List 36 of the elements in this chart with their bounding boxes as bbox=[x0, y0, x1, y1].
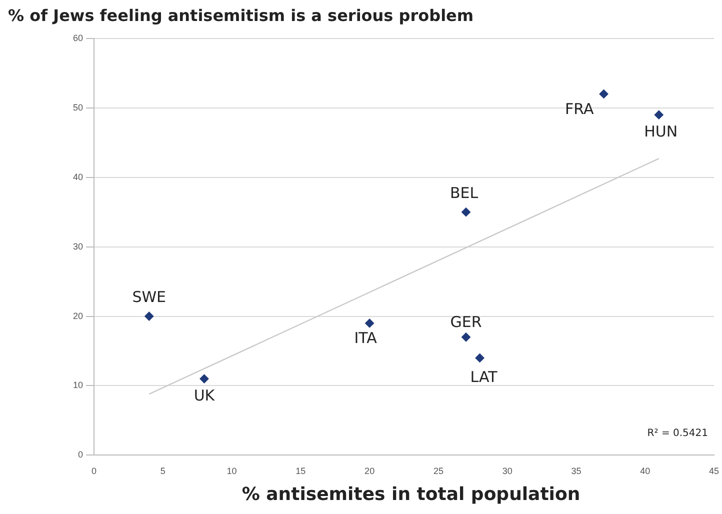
y-tick-label: 30 bbox=[72, 241, 84, 252]
annotation: UK bbox=[194, 386, 216, 405]
x-tick-label: 5 bbox=[160, 466, 166, 476]
y-tick-label: 0 bbox=[78, 450, 84, 460]
annotation: R² = 0.5421 bbox=[647, 428, 708, 439]
x-tick-label: 20 bbox=[364, 466, 375, 476]
annotation: BEL bbox=[450, 184, 479, 202]
y-tick-label: 60 bbox=[72, 32, 84, 43]
x-tick-label: 0 bbox=[92, 466, 97, 476]
y-tick-label: 10 bbox=[72, 380, 84, 390]
point bbox=[200, 374, 209, 384]
annotation: HUN bbox=[644, 122, 678, 141]
y-tick-label: 40 bbox=[72, 172, 84, 182]
x-tick-label: 10 bbox=[226, 466, 237, 476]
x-tick-label: 35 bbox=[571, 466, 582, 476]
y-tick-label: 50 bbox=[72, 102, 84, 112]
x-tick-label: 45 bbox=[708, 466, 719, 476]
x-tick-label: 15 bbox=[296, 466, 306, 476]
point bbox=[365, 318, 374, 328]
y-tick-label: 20 bbox=[72, 310, 84, 321]
point bbox=[144, 312, 154, 321]
point bbox=[599, 89, 608, 98]
annotation: ITA bbox=[354, 329, 378, 348]
x-axis-title: % antisemites in total population bbox=[240, 484, 582, 505]
x-tick-label: 40 bbox=[640, 466, 650, 476]
chart-title: % of Jews feeling antisemitism is a serious problem bbox=[8, 6, 474, 25]
point bbox=[475, 353, 484, 362]
annotation: LAT bbox=[470, 368, 498, 386]
x-tick-label: 30 bbox=[502, 466, 512, 476]
point bbox=[462, 208, 470, 217]
annotation: FRA bbox=[565, 100, 594, 118]
x-tick-label: 25 bbox=[433, 466, 444, 476]
annotation: SWE bbox=[132, 288, 166, 306]
point bbox=[462, 332, 470, 342]
annotation: GER bbox=[450, 312, 482, 331]
point bbox=[654, 110, 664, 120]
